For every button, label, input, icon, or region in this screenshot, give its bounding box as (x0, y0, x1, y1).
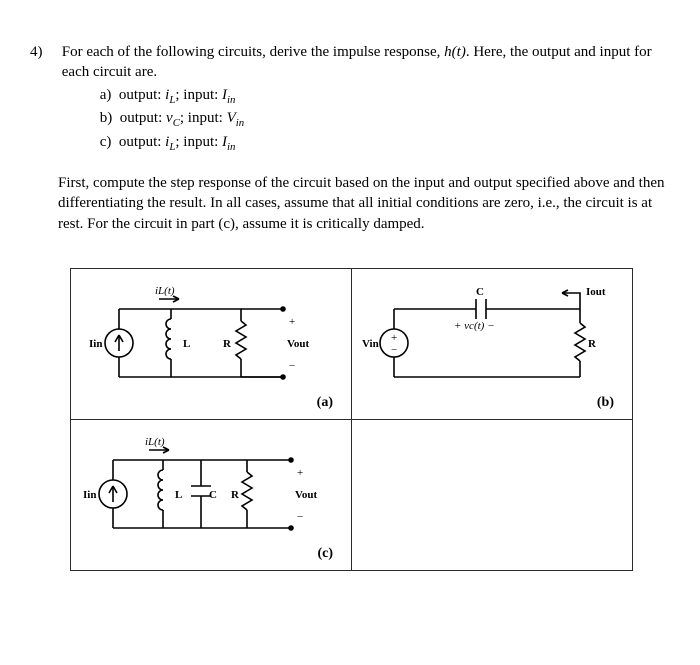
circuit-b-label: (b) (597, 394, 614, 413)
subpart-c-letter: c) (100, 134, 112, 150)
cell-b: + − Vin C + vc(t) − R Iout (b) (352, 268, 633, 419)
subpart-list: a) output: iL; input: Iin b) output: vC;… (62, 85, 662, 155)
subpart-b-out: v (166, 110, 173, 126)
subpart-b-mid: ; input: (180, 110, 227, 126)
circuit-a-r-label: R (223, 338, 232, 350)
page-root: 4) For each of the following circuits, d… (0, 0, 700, 591)
circuit-c-il-label: iL(t) (145, 436, 165, 448)
prompt-text-1: For each of the following circuits, deri… (62, 44, 444, 60)
circuit-b-svg: + − Vin C + vc(t) − R Iout (352, 269, 632, 419)
cell-a: Iin iL(t) L R + Vout − (a) (71, 268, 352, 419)
circuit-b-vin-label: Vin (362, 338, 379, 350)
cell-c: Iin iL(t) L C R + Vout − (c) (71, 419, 352, 570)
subpart-c: c) output: iL; input: Iin (100, 132, 662, 155)
circuit-b-iout-label: Iout (586, 286, 606, 298)
circuit-c-c-label: C (209, 489, 217, 501)
svg-text:+: + (391, 332, 397, 344)
circuit-a-l-label: L (183, 338, 190, 350)
subpart-a-letter: a) (100, 87, 112, 103)
subpart-b: b) output: vC; input: Vin (100, 108, 662, 131)
circuit-a-svg: Iin iL(t) L R + Vout − (71, 269, 351, 419)
impulse-func: h(t) (444, 44, 466, 60)
circuit-a-minus: − (289, 360, 295, 372)
circuit-b-c-label: C (476, 286, 484, 298)
circuit-b-vc-label: + vc(t) − (454, 320, 495, 332)
figure-wrapper: Iin iL(t) L R + Vout − (a) (70, 268, 630, 571)
prompt-text-1b: . Here, the (466, 44, 528, 60)
subpart-a-in-sub: in (227, 94, 235, 106)
figure-grid: Iin iL(t) L R + Vout − (a) (70, 268, 633, 571)
subpart-a-mid: ; input: (175, 87, 222, 103)
question-block: 4) For each of the following circuits, d… (30, 42, 670, 155)
circuit-a-iin-label: Iin (89, 338, 102, 350)
circuit-c-r-label: R (231, 489, 240, 501)
subpart-b-out-sub: C (173, 117, 180, 129)
paragraph-2: First, compute the step response of the … (30, 173, 668, 234)
question-body: For each of the following circuits, deri… (62, 42, 662, 155)
question-number: 4) (30, 42, 58, 62)
circuit-a-label: (a) (317, 394, 333, 413)
subpart-c-mid: ; input: (175, 134, 222, 150)
circuit-b-r-label: R (588, 338, 597, 350)
circuit-c-l-label: L (175, 489, 182, 501)
circuit-a-plus: + (289, 316, 295, 328)
cell-empty (352, 419, 633, 570)
subpart-b-pre: output: (120, 110, 166, 126)
svg-text:−: − (391, 344, 397, 356)
subpart-c-in-sub: in (227, 141, 235, 153)
subpart-c-pre: output: (119, 134, 165, 150)
subpart-b-letter: b) (100, 110, 113, 126)
subpart-b-in: V (227, 110, 236, 126)
circuit-c-vout: Vout (295, 489, 318, 501)
subpart-a-pre: output: (119, 87, 165, 103)
circuit-c-minus: − (297, 511, 303, 523)
subpart-a: a) output: iL; input: Iin (100, 85, 662, 108)
circuit-c-plus: + (297, 467, 303, 479)
circuit-a-il-label: iL(t) (155, 285, 175, 297)
circuit-c-iin-label: Iin (83, 489, 96, 501)
circuit-c-svg: Iin iL(t) L C R + Vout − (71, 420, 351, 570)
subpart-b-in-sub: in (236, 117, 244, 129)
circuit-a-vout: Vout (287, 338, 310, 350)
circuit-c-label: (c) (317, 545, 333, 564)
